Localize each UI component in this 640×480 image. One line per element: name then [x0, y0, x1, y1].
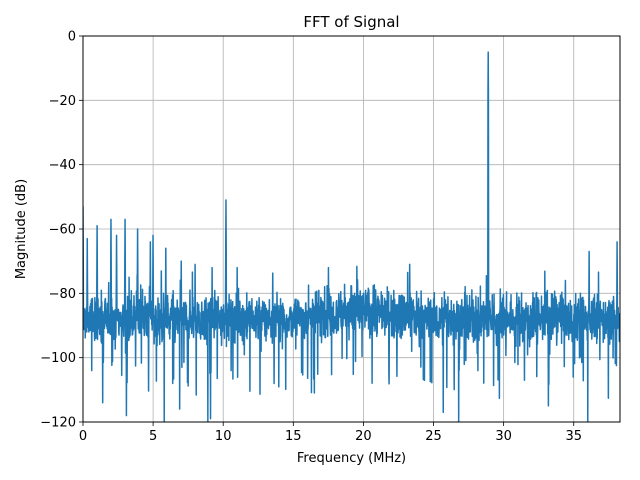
y-tick-label: −60 [49, 223, 76, 238]
plot-area [83, 51, 620, 422]
y-tick-label: 0 [68, 30, 76, 45]
y-tick-label: −80 [49, 287, 76, 302]
x-tick-label: 0 [79, 429, 87, 444]
x-axis-ticks: 0 5 10 15 20 25 30 35 [79, 422, 582, 444]
x-tick-label: 30 [495, 429, 512, 444]
x-tick-label: 10 [215, 429, 232, 444]
x-tick-label: 5 [149, 429, 157, 444]
x-axis-label: Frequency (MHz) [297, 451, 406, 466]
y-tick-label: −20 [49, 94, 76, 109]
x-tick-label: 25 [425, 429, 442, 444]
y-tick-label: −40 [49, 158, 76, 173]
y-axis-ticks: 0 −20 −40 −60 −80 −100 −120 [40, 30, 83, 431]
signal-series-line [83, 51, 620, 422]
y-axis-label: Magnitude (dB) [14, 179, 29, 279]
x-tick-label: 20 [355, 429, 372, 444]
x-tick-label: 35 [565, 429, 582, 444]
chart-title: FFT of Signal [303, 13, 399, 31]
y-tick-label: −120 [40, 416, 76, 431]
y-tick-label: −100 [40, 351, 76, 366]
x-tick-label: 15 [285, 429, 302, 444]
